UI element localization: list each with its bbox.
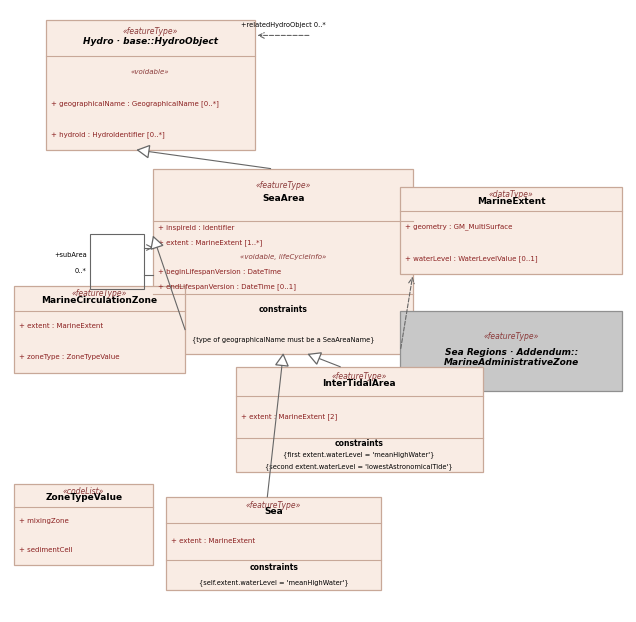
Polygon shape (137, 146, 149, 157)
Text: +relatedHydroObject 0..*: +relatedHydroObject 0..* (241, 22, 326, 28)
Text: constraints: constraints (335, 439, 384, 448)
Text: + inspireId : Identifier: + inspireId : Identifier (158, 225, 235, 231)
Text: + endLifespanVersion : DateTime [0..1]: + endLifespanVersion : DateTime [0..1] (158, 284, 296, 290)
Text: + sedimentCell: + sedimentCell (19, 547, 73, 554)
Text: + extent : MarineExtent: + extent : MarineExtent (19, 323, 103, 329)
Text: + extent : MarineExtent [1..*]: + extent : MarineExtent [1..*] (158, 239, 263, 246)
Text: «voidable»: «voidable» (131, 69, 170, 75)
Bar (153, 169, 413, 355)
Text: {second extent.waterLevel = 'lowestAstronomicalTide'}: {second extent.waterLevel = 'lowestAstro… (265, 463, 453, 470)
Text: + extent : MarineExtent [2]: + extent : MarineExtent [2] (241, 414, 337, 420)
Text: + hydroId : HydroIdentifier [0..*]: + hydroId : HydroIdentifier [0..*] (51, 131, 165, 137)
Text: SeaArea: SeaArea (262, 194, 305, 203)
Text: «featureType»: «featureType» (483, 332, 539, 341)
Text: Sea Regions · Addendum::
MarineAdministrativeZone: Sea Regions · Addendum:: MarineAdministr… (443, 348, 579, 368)
Text: Sea: Sea (265, 508, 283, 516)
Polygon shape (151, 237, 163, 249)
Bar (90, 234, 144, 289)
Text: «featureType»: «featureType» (246, 501, 301, 509)
Text: + geographicalName : GeographicalName [0..*]: + geographicalName : GeographicalName [0… (51, 100, 219, 106)
Text: «codeList»: «codeList» (63, 487, 104, 496)
Bar (14, 286, 185, 373)
Text: {first extent.waterLevel = 'meanHighWater'}: {first extent.waterLevel = 'meanHighWate… (284, 452, 435, 458)
Text: MarineCirculationZone: MarineCirculationZone (41, 296, 158, 305)
Text: {type of geographicalName must be a SeaAreaName}: {type of geographicalName must be a SeaA… (192, 336, 375, 343)
Bar (46, 20, 254, 150)
Text: 0..*: 0..* (75, 267, 87, 274)
Bar (166, 497, 382, 590)
Text: «featureType»: «featureType» (256, 181, 311, 190)
Text: + waterLevel : WaterLevelValue [0..1]: + waterLevel : WaterLevelValue [0..1] (405, 255, 538, 262)
Text: + zoneType : ZoneTypeValue: + zoneType : ZoneTypeValue (19, 355, 120, 360)
Polygon shape (308, 353, 321, 364)
Text: + geometry : GM_MultiSurface: + geometry : GM_MultiSurface (405, 224, 513, 230)
Text: «voidable, lifeCycleInfo»: «voidable, lifeCycleInfo» (240, 254, 326, 261)
Text: ZoneTypeValue: ZoneTypeValue (45, 493, 122, 502)
Text: InterTidalArea: InterTidalArea (322, 379, 396, 388)
Text: +subArea: +subArea (54, 253, 87, 258)
Text: «dataType»: «dataType» (488, 190, 534, 200)
Text: MarineExtent: MarineExtent (477, 197, 546, 206)
Text: constraints: constraints (249, 562, 298, 572)
Bar (14, 485, 153, 565)
Text: «featureType»: «featureType» (331, 372, 387, 381)
Text: {self.extent.waterLevel = 'meanHighWater'}: {self.extent.waterLevel = 'meanHighWater… (199, 578, 349, 585)
Text: + beginLifespanVersion : DateTime: + beginLifespanVersion : DateTime (158, 269, 282, 275)
Bar (400, 311, 622, 391)
Polygon shape (276, 355, 288, 366)
Text: + extent : MarineExtent: + extent : MarineExtent (171, 538, 255, 544)
Text: «featureType»: «featureType» (123, 27, 178, 36)
Text: + mixingZone: + mixingZone (19, 518, 69, 524)
Text: Hydro · base::HydroObject: Hydro · base::HydroObject (83, 37, 218, 45)
Bar (400, 187, 622, 274)
Text: «featureType»: «featureType» (72, 289, 127, 299)
Bar (236, 367, 483, 472)
Text: constraints: constraints (259, 305, 308, 313)
